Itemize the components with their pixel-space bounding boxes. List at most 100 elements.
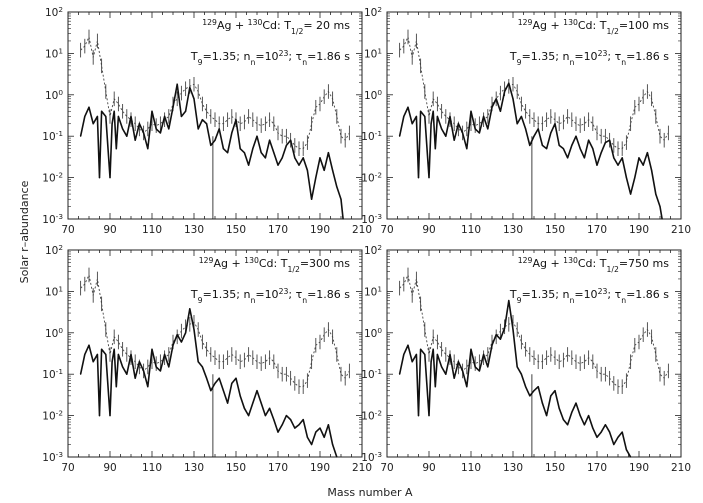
calculated-point xyxy=(432,348,434,350)
panel-top-left: 70 90 110 130 150 170 190 210 10-3 10-2 10-1 100 101… xyxy=(42,5,372,237)
calculated-point xyxy=(109,177,111,179)
calculated-point xyxy=(579,148,581,150)
calculated-point xyxy=(558,407,560,409)
calculated-point xyxy=(600,152,602,154)
y-tick-label: 10-1 xyxy=(361,129,382,144)
calculated-point xyxy=(218,128,220,130)
calculated-point xyxy=(294,157,296,159)
calculated-point xyxy=(172,106,174,108)
calculated-point xyxy=(583,424,586,426)
calculated-point xyxy=(554,123,556,125)
calculated-point xyxy=(155,366,157,368)
calculated-point xyxy=(180,341,182,343)
calculated-point xyxy=(336,456,338,458)
calculated-point xyxy=(592,148,594,150)
calculated-point xyxy=(466,148,468,150)
calculated-point xyxy=(151,348,153,350)
calculated-point xyxy=(264,157,266,159)
calculated-point xyxy=(642,164,644,166)
calculated-point xyxy=(432,110,434,112)
y-tick-label: 101 xyxy=(364,284,382,299)
y-tick-label: 10-1 xyxy=(361,367,382,382)
calculated-point xyxy=(441,366,443,368)
calculated-point xyxy=(336,186,338,188)
calculated-point xyxy=(101,110,103,112)
calculated-point xyxy=(579,415,581,417)
calculated-point xyxy=(138,123,140,125)
calculated-point xyxy=(176,334,178,336)
calculated-point xyxy=(417,177,420,179)
calculated-point xyxy=(231,382,233,384)
calculated-point xyxy=(332,169,334,171)
calculated-point xyxy=(617,164,619,166)
calculated-point xyxy=(159,132,161,134)
calculated-point xyxy=(604,424,607,426)
calculated-point xyxy=(84,115,86,118)
x-tick-label: 70 xyxy=(380,224,393,236)
panel-annotation-conditions: T9=1.35; nn=1023; τn=1.86 s xyxy=(509,49,669,67)
calculated-point xyxy=(487,128,489,130)
calculated-point xyxy=(546,148,548,150)
calculated-point xyxy=(281,424,283,426)
calculated-point xyxy=(445,135,447,137)
calculated-point xyxy=(420,348,422,350)
calculated-point xyxy=(399,135,401,137)
calculated-point xyxy=(126,135,128,137)
calculated-point xyxy=(164,353,166,356)
y-axis-label: Solar r–abundance xyxy=(18,180,31,283)
calculated-point xyxy=(111,361,113,363)
calculated-point xyxy=(88,106,90,108)
calculated-point xyxy=(130,115,132,118)
calculated-point xyxy=(575,135,577,137)
calculated-point xyxy=(571,411,573,413)
x-tick-label: 90 xyxy=(422,462,435,474)
calculated-point xyxy=(231,132,233,134)
calculated-point xyxy=(260,402,262,404)
y-tick-label: 10-2 xyxy=(361,170,382,185)
calculated-point xyxy=(315,431,317,433)
calculated-point xyxy=(235,377,237,379)
calculated-point xyxy=(180,115,182,118)
calculated-point xyxy=(567,424,569,426)
calculated-point xyxy=(434,148,436,150)
calculated-point xyxy=(115,148,117,150)
calculated-point xyxy=(411,361,413,363)
calculated-point xyxy=(478,132,480,134)
calculated-point xyxy=(420,110,422,112)
calculated-point xyxy=(227,152,229,154)
calculated-point xyxy=(210,390,212,392)
calculated-point xyxy=(491,106,493,108)
calculated-point xyxy=(462,132,464,134)
calculated-point xyxy=(332,443,334,446)
calculated-point xyxy=(512,98,514,100)
x-tick-label: 90 xyxy=(103,224,116,236)
calculated-point xyxy=(185,110,187,112)
panel-annotation-nuclei: 129Ag + 130Cd: T1/2=750 ms xyxy=(518,256,670,274)
y-tick-label: 100 xyxy=(364,325,382,340)
calculated-point xyxy=(306,169,308,171)
calculated-point xyxy=(499,338,501,340)
x-tick-label: 70 xyxy=(61,224,74,236)
calculated-point xyxy=(147,386,149,388)
calculated-point xyxy=(143,370,145,372)
calculated-point xyxy=(206,123,208,125)
calculated-point xyxy=(252,148,254,150)
calculated-point xyxy=(105,353,107,356)
calculated-point xyxy=(655,193,657,195)
calculated-point xyxy=(499,110,501,112)
calculated-point xyxy=(621,431,623,433)
calculated-point xyxy=(340,198,342,200)
calculated-point xyxy=(281,157,283,159)
calculated-point xyxy=(525,128,527,130)
calculated-point xyxy=(516,123,518,125)
calculated-point xyxy=(248,164,250,166)
y-tick-label: 102 xyxy=(45,5,63,20)
calculated-point xyxy=(478,370,480,372)
calculated-point xyxy=(185,332,187,334)
calculated-point xyxy=(96,115,98,118)
calculated-point xyxy=(197,128,199,130)
calculated-abundance-line xyxy=(398,299,632,458)
y-tick-label: 101 xyxy=(45,284,63,299)
calculated-point xyxy=(302,157,304,159)
